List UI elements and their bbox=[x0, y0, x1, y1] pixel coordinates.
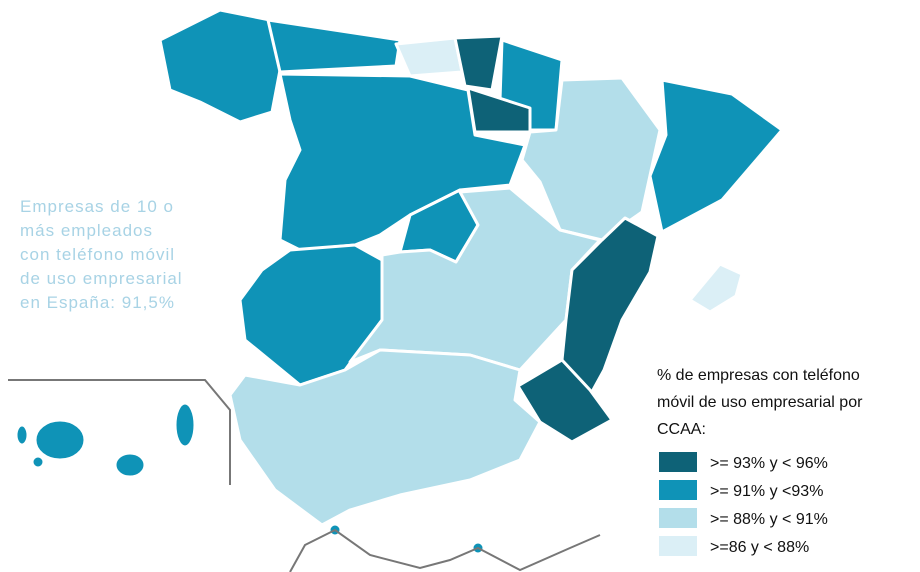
canarias-box bbox=[8, 379, 231, 485]
pais-vasco bbox=[453, 34, 504, 92]
legend-title: % de empresas con teléfono bbox=[657, 367, 860, 384]
regions bbox=[14, 8, 784, 556]
valencia bbox=[560, 216, 660, 412]
canarias bbox=[30, 454, 46, 470]
andalucia bbox=[228, 348, 542, 527]
canarias bbox=[113, 451, 147, 479]
baleares bbox=[688, 262, 744, 314]
legend-swatch bbox=[659, 452, 697, 472]
castilla-leon bbox=[278, 72, 527, 252]
annotation-line: de uso empresarial bbox=[20, 269, 183, 288]
cataluna bbox=[648, 78, 784, 234]
galicia bbox=[158, 8, 282, 124]
asturias bbox=[266, 18, 402, 74]
annotation-line: con teléfono móvil bbox=[20, 245, 175, 264]
annotation-line: más empleados bbox=[20, 221, 153, 240]
legend-swatch bbox=[659, 508, 697, 528]
cantabria bbox=[394, 36, 464, 78]
canarias bbox=[33, 418, 87, 462]
legend: % de empresas con teléfono móvil de uso e… bbox=[657, 367, 863, 556]
annotation-line: en España: 91,5% bbox=[20, 293, 175, 312]
canarias bbox=[173, 401, 197, 449]
legend-label: >= 88% y < 91% bbox=[710, 511, 828, 528]
legend-title: CCAA: bbox=[657, 421, 706, 438]
legend-label: >=86 y < 88% bbox=[710, 539, 809, 556]
canarias bbox=[14, 423, 30, 447]
morocco-coast bbox=[289, 528, 601, 572]
annotation: Empresas de 10 o más empleados con teléfon… bbox=[20, 197, 183, 312]
legend-label: >= 91% y <93% bbox=[710, 483, 823, 500]
legend-swatch bbox=[659, 480, 697, 500]
legend-swatch bbox=[659, 536, 697, 556]
legend-label: >= 93% y < 96% bbox=[710, 455, 828, 472]
legend-title: móvil de uso empresarial por bbox=[657, 394, 863, 411]
annotation-line: Empresas de 10 o bbox=[20, 197, 174, 216]
